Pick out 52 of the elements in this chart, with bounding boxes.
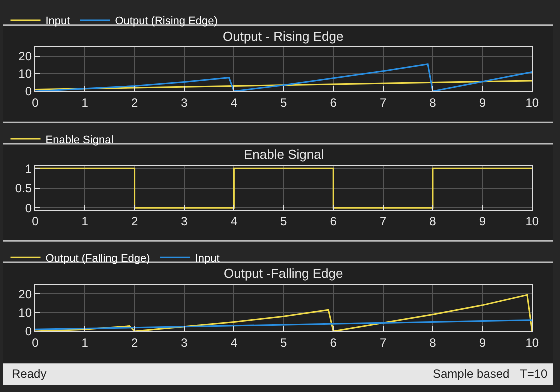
x-tick-label: 6	[330, 336, 338, 350]
chart-title: Enable Signal	[244, 147, 324, 162]
x-tick-label: 8	[430, 96, 437, 110]
x-tick-label: 3	[181, 336, 188, 350]
y-tick-label: 0.5	[15, 182, 32, 196]
x-tick-label: 5	[280, 96, 288, 110]
x-tick-label: 5	[280, 336, 288, 350]
x-tick-label: 8	[430, 214, 437, 228]
y-tick-label: 10	[18, 306, 32, 320]
x-tick-label: 1	[82, 96, 89, 110]
line-series	[35, 294, 532, 332]
x-tick-label: 9	[479, 214, 486, 228]
x-tick-label: 7	[380, 336, 387, 350]
text: T=10	[520, 367, 548, 381]
legend-label: Input	[46, 16, 70, 28]
y-tick-label: 20	[18, 287, 32, 302]
x-tick-label: 9	[479, 96, 486, 110]
x-tick-label: 6	[330, 214, 338, 228]
x-tick-label: 1	[82, 336, 89, 350]
x-tick-label: 6	[330, 96, 338, 110]
chart-title: Output - Rising Edge	[223, 29, 344, 44]
x-tick-label: 9	[479, 336, 486, 350]
x-tick-label: 7	[380, 96, 387, 110]
x-tick-label: 3	[181, 96, 188, 110]
x-tick-label: 10	[526, 96, 540, 110]
x-tick-label: 4	[230, 214, 238, 228]
y-tick-label: 10	[18, 67, 32, 82]
y-tick-label: 0	[25, 324, 32, 339]
x-tick-label: 5	[280, 214, 288, 228]
legend-label: Input	[195, 252, 220, 265]
x-tick-label: 7	[380, 214, 387, 228]
x-tick-label: 8	[430, 336, 437, 350]
y-tick-label: 0	[25, 84, 32, 99]
text: Sample based	[433, 367, 510, 381]
legend-label: Output (Falling Edge)	[46, 252, 150, 265]
text: Ready	[12, 367, 47, 381]
x-tick-label: 10	[526, 214, 540, 228]
x-tick-label: 3	[181, 214, 188, 228]
line-series	[35, 64, 532, 92]
y-tick-label: 0	[25, 201, 32, 216]
chart-title: Output -Falling Edge	[224, 266, 344, 281]
legend-label: Enable Signal	[46, 134, 114, 146]
x-tick-label: 2	[131, 214, 138, 228]
y-tick-label: 1	[25, 162, 32, 176]
x-tick-label: 10	[526, 336, 540, 350]
x-tick-label: 4	[230, 336, 238, 350]
y-tick-label: 20	[18, 50, 32, 64]
legend-label: Output (Rising Edge)	[115, 16, 218, 28]
x-tick-label: 1	[82, 214, 89, 228]
x-tick-label: 2	[131, 96, 138, 110]
x-tick-label: 2	[131, 336, 138, 350]
x-tick-label: 4	[230, 96, 238, 110]
